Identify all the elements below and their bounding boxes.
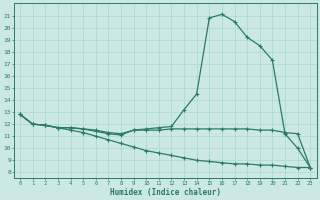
- X-axis label: Humidex (Indice chaleur): Humidex (Indice chaleur): [110, 188, 220, 197]
